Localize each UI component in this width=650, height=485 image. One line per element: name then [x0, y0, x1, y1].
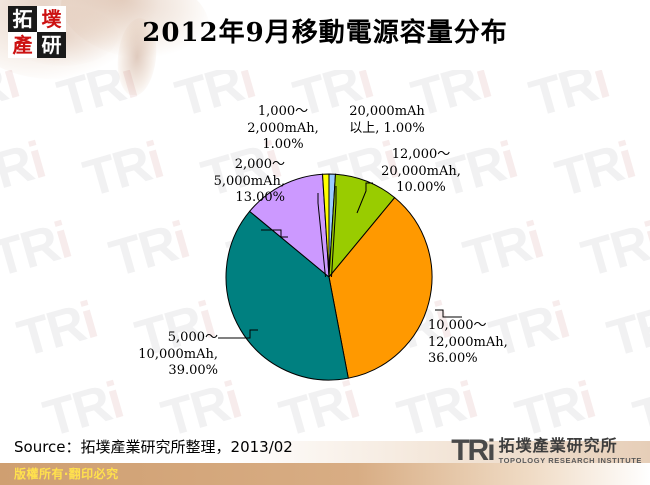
pie-slice-group — [225, 173, 433, 381]
footer-swoosh — [230, 441, 650, 463]
tri-wordmark: TRi — [451, 434, 495, 468]
logo-char-yan: 研 — [37, 32, 66, 58]
leader-line-1000-2000 — [317, 193, 326, 278]
copyright-notice: 版權所有‧翻印必究 — [14, 467, 119, 481]
pie-slice — [328, 196, 433, 379]
pie-slice — [225, 210, 349, 381]
pie-label-1000-2000: 1,000～ 2,000mAh, 1.00% — [247, 104, 319, 153]
pie-label-20000-plus: 20,000mAh 以上, 1.00% — [349, 104, 425, 136]
institute-name-en: TOPOLOGY RESEARCH INSTITUTE — [498, 456, 642, 465]
leader-line-2000-5000 — [261, 229, 288, 238]
source-note: Source：拓墣產業研究所整理，2013/02 — [14, 438, 293, 456]
pie-chart: 1,000～ 2,000mAh, 1.00% 2,000～ 5,000mAh, … — [0, 60, 650, 420]
pie-label-5000-10000: 5,000～ 10,000mAh, 39.00% — [138, 330, 218, 379]
leader-line-10000-12000 — [435, 309, 462, 318]
pie-label-12000-20000: 12,000～ 20,000mAh, 10.00% — [381, 147, 461, 196]
leader-line-group — [218, 182, 462, 339]
institute-name-cn: 拓墣產業研究所 — [498, 436, 618, 456]
leader-line-12000-20000 — [356, 182, 373, 214]
company-logo: 拓 墣 產 研 — [8, 6, 66, 58]
pie-slice — [321, 173, 330, 278]
pie-chart-svg — [218, 173, 462, 381]
footer-bar: 版權所有‧翻印必究 — [0, 463, 650, 485]
pie-slice — [248, 173, 330, 279]
pie-label-10000-12000: 10,000～ 12,000mAh, 36.00% — [428, 318, 508, 367]
pie-label-2000-5000: 2,000～ 5,000mAh, 13.00% — [213, 157, 285, 206]
leader-line-5000-10000 — [218, 329, 258, 339]
logo-char-tuo: 拓 — [8, 6, 37, 32]
logo-char-pu: 墣 — [37, 6, 66, 32]
logo-char-chan: 產 — [8, 32, 37, 58]
institute-logo: TRi 拓墣產業研究所 TOPOLOGY RESEARCH INSTITUTE — [451, 434, 642, 468]
page-title: 2012年9月移動電源容量分布 — [142, 18, 508, 48]
leader-line-20000-plus — [331, 186, 337, 278]
